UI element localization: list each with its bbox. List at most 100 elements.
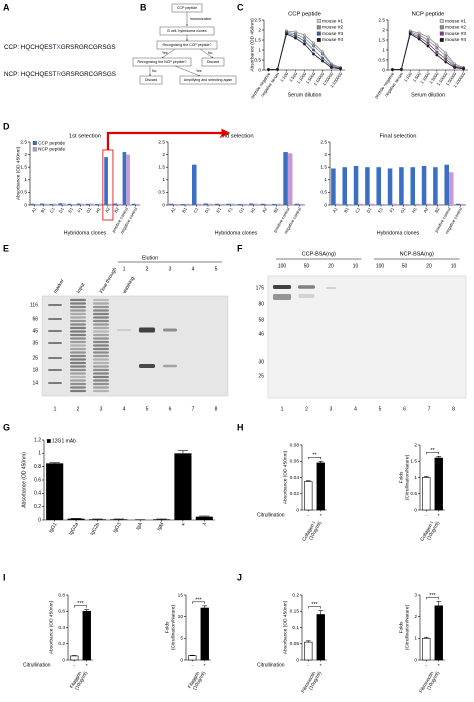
fraction-label: 2 (146, 266, 149, 272)
panel-label: J (237, 572, 242, 582)
y-tick-label: 0 (38, 517, 41, 523)
modified-residue: R (56, 71, 61, 78)
gel-band (93, 361, 109, 365)
gel-band (93, 340, 109, 344)
bar (304, 641, 313, 661)
bar (95, 203, 99, 205)
gel-band (70, 298, 86, 302)
y-tick-label: 2 (324, 152, 327, 158)
mw-label: 116 (30, 302, 38, 308)
bar (421, 165, 427, 205)
x-tick-label: - (425, 663, 427, 668)
x-tick-label: λ (202, 521, 209, 527)
bar (455, 203, 461, 205)
bar (85, 203, 90, 205)
bar (316, 462, 325, 511)
mw-label: 25 (258, 373, 264, 379)
y-tick-label: 0 (414, 507, 417, 513)
bar (342, 167, 347, 205)
y-tick-label: 1.5 (254, 37, 261, 43)
x-tick-label: C1 (192, 206, 199, 214)
x-tick-label: - (307, 513, 309, 518)
bar (347, 203, 352, 205)
gel-band (70, 386, 86, 389)
gel-band (93, 368, 109, 372)
bar (196, 203, 202, 205)
x-tick-label: E1 (67, 206, 74, 214)
amount-label: 10 (451, 263, 457, 269)
chart-title: 2nd selection (219, 134, 253, 140)
legend-label: mouse #2 (322, 25, 343, 31)
gel-band (93, 375, 109, 379)
chart-title: Final selection (379, 134, 416, 140)
panel-label: D (3, 121, 10, 131)
y-tick-label: 0.4 (58, 625, 65, 631)
gel-band (48, 304, 62, 306)
legend-label: mouse #3 (445, 31, 466, 37)
panel-label: E (3, 243, 9, 253)
bar (444, 164, 449, 205)
gel-band (70, 323, 86, 326)
point (435, 43, 439, 47)
gel-band (70, 344, 86, 347)
gel-band (326, 287, 336, 289)
y-tick-label: 15 (178, 592, 184, 598)
y-tick-label: 0.5 (378, 57, 385, 63)
point (330, 66, 333, 70)
flow-box (201, 57, 225, 67)
bar (58, 203, 63, 205)
y-tick-label: 2 (414, 442, 417, 448)
significance-bracket (308, 606, 321, 609)
point (321, 56, 324, 60)
bar (185, 203, 190, 205)
bar (169, 203, 174, 205)
x-tick-label: - (191, 663, 193, 668)
flow-node: Amplifying and selecting again (184, 78, 233, 82)
flow-node: Recognizing the NCP peptide? (137, 60, 186, 64)
flow-node: Discard (207, 60, 219, 64)
y-tick-label: 1.5 (320, 164, 327, 170)
bar (226, 203, 231, 205)
lane-number: 7 (428, 406, 431, 412)
lane-number: 1 (281, 406, 284, 412)
flow-node: No (208, 51, 212, 55)
x-tick-label: B1 (343, 206, 350, 214)
gel-band (70, 365, 86, 368)
x-tick-label: - (307, 663, 309, 668)
gel-band (70, 312, 86, 316)
fraction-label: 5 (215, 266, 218, 272)
flow-arrow (161, 48, 176, 59)
legend-swatch (46, 439, 51, 443)
significance-bracket (192, 601, 205, 604)
gel-band (273, 294, 291, 300)
mw-label: 175 (256, 285, 265, 291)
y-tick-label: 0 (162, 202, 165, 208)
sequence-part: NCP: HQCHQEST (4, 71, 57, 78)
gel-band (48, 357, 62, 359)
bar (434, 605, 443, 661)
x-tick-label: D1 (365, 206, 372, 214)
point (426, 44, 430, 48)
lane-number: 4 (123, 406, 126, 412)
x-tick-label: G1 (238, 206, 245, 214)
y-tick-label: 0 (414, 657, 417, 663)
bar (287, 153, 293, 205)
flow-node: B cell- hybridoma clones (167, 29, 206, 33)
point (321, 59, 324, 63)
y-tick-label: 0 (24, 202, 27, 208)
lane-number: 8 (452, 406, 455, 412)
amount-label: 100 (376, 263, 385, 269)
y-tick-label: 2 (382, 27, 385, 33)
gel-band (93, 337, 109, 340)
gel-band (273, 285, 291, 289)
bar (67, 203, 72, 205)
legend-label: mouse #1 (322, 18, 343, 24)
y-tick-label: 2.5 (20, 139, 27, 145)
gel-band (70, 340, 86, 344)
y-tick-label: 3 (414, 592, 417, 598)
x-tick-label: A1 (332, 206, 339, 214)
y-tick-label: 1.5 (378, 37, 385, 43)
bar (249, 203, 254, 205)
bar (422, 477, 431, 511)
gel-band (70, 354, 86, 358)
